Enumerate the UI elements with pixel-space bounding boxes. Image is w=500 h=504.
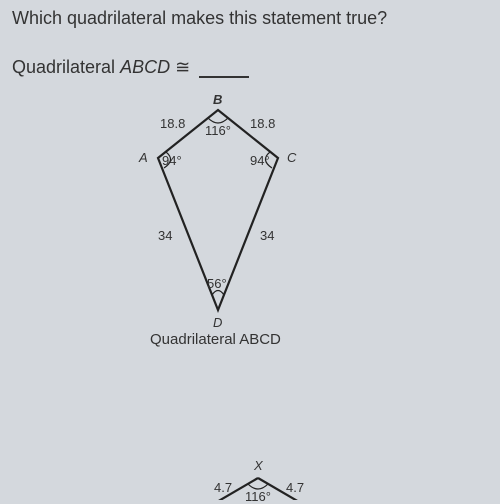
congruence-statement: Quadrilateral ABCD ≅ — [0, 29, 500, 78]
side-bc-label: 18.8 — [250, 116, 275, 131]
kite-svg — [0, 98, 500, 418]
partial-vertex-x: X — [254, 458, 263, 473]
congruent-symbol: ≅ — [175, 57, 190, 77]
main-diagram: B A C D 18.8 18.8 34 34 116° 94° 94° 56°… — [0, 98, 500, 418]
angle-c-label: 94° — [250, 153, 270, 168]
side-ad-label: 34 — [158, 228, 172, 243]
angle-arc-d — [212, 291, 224, 296]
vertex-d-label: D — [213, 315, 222, 330]
side-cd-label: 34 — [260, 228, 274, 243]
angle-a-label: 94° — [162, 153, 182, 168]
angle-d-label: 56° — [207, 276, 227, 291]
statement-prefix: Quadrilateral — [12, 57, 120, 77]
vertex-a-label: A — [139, 150, 148, 165]
partial-left-side: 4.7 — [214, 480, 232, 495]
blank-line — [199, 76, 249, 78]
question-text: Which quadrilateral makes this statement… — [0, 0, 500, 29]
side-ab-label: 18.8 — [160, 116, 185, 131]
partial-right-side: 4.7 — [286, 480, 304, 495]
angle-b-label: 116° — [205, 123, 231, 138]
statement-variable: ABCD — [120, 57, 170, 77]
partial-angle-label: 116° — [245, 489, 271, 504]
vertex-b-label: B — [213, 92, 222, 107]
partial-diagram: X 4.7 4.7 116° — [0, 460, 500, 500]
figure-caption: Quadrilateral ABCD — [150, 331, 281, 348]
vertex-c-label: C — [287, 150, 296, 165]
